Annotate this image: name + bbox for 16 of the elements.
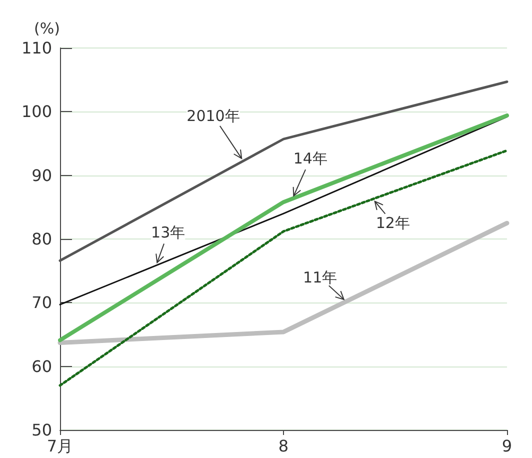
y-tick-label: 90 — [32, 166, 52, 185]
y-tick-label: 80 — [32, 230, 52, 248]
text: 2010年 — [186, 106, 240, 125]
y-tick-label: 60 — [32, 356, 52, 376]
series-label: 11年 — [303, 268, 338, 286]
y-axis-title: (%) — [34, 20, 60, 38]
y-tick-label: 70 — [32, 293, 52, 312]
x-tick-label: 7月 — [46, 436, 74, 456]
series-label: 13年 — [151, 223, 186, 242]
series-label: 14年 — [293, 150, 328, 168]
y-tick-label: 100 — [21, 102, 52, 122]
x-tick-label: 9 — [502, 436, 512, 456]
y-tick-label: 50 — [32, 420, 52, 440]
y-tick-label: 110 — [21, 38, 52, 58]
x-tick-label: 8 — [278, 436, 289, 456]
series-label: 12年 — [376, 214, 410, 232]
